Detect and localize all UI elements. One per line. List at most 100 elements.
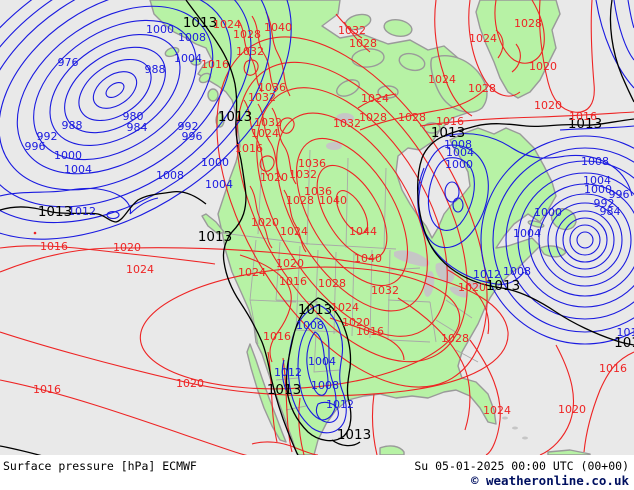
isobar-label: 1036 <box>298 157 326 170</box>
labrador-1016 <box>419 111 634 127</box>
atlantic-ring <box>547 202 623 278</box>
isobar-label: 1013 <box>337 427 371 443</box>
isobar-label: 1008 <box>503 265 531 278</box>
isobar-label: 1013 <box>198 229 232 245</box>
parameter-title: Surface pressure [hPa] ECMWF <box>3 459 197 473</box>
isobar-1004 <box>0 0 252 208</box>
isobar-label: 1040 <box>319 194 347 207</box>
isobar-1000 <box>0 0 232 191</box>
isobar-label: 1020 <box>529 60 557 73</box>
atlantic-ring <box>555 210 615 270</box>
isobar-label: 1016 <box>201 58 229 71</box>
isobar-label: 1004 <box>64 163 92 176</box>
isobar-label: 1020 <box>558 403 586 416</box>
isobar-label: 1024 <box>251 127 279 140</box>
mainland-north-america <box>149 0 557 455</box>
isobar-label: 1016 <box>356 325 384 338</box>
small-1012-oval <box>106 210 120 220</box>
isobar-1044 <box>335 190 369 234</box>
isobar-label: 1012 <box>274 366 302 379</box>
southeast-1024 <box>469 339 501 455</box>
isobar-label: 1040 <box>264 21 292 34</box>
isobar-label: 1004 <box>583 174 611 187</box>
isobar-label: 1016 <box>40 240 68 253</box>
isobar-label: 1013 <box>486 278 520 294</box>
hudson-1008-north <box>445 133 633 197</box>
isobar-label: 1032 <box>333 117 361 130</box>
isobar-label: 1028 <box>398 111 426 124</box>
isobar-label: 1024 <box>238 266 266 279</box>
isobar-label: 1008 <box>311 379 339 392</box>
isobar-label: 1020 <box>251 216 279 229</box>
trough-east-1016 <box>329 317 405 361</box>
arctic-1028-arc <box>359 89 485 131</box>
alaska-island <box>207 88 219 102</box>
atlantic-ring <box>492 147 634 333</box>
isobar-label: 1020 <box>458 281 486 294</box>
isobar-label: 1032 <box>236 45 264 58</box>
isobar-label: 1013 <box>183 15 217 31</box>
isobar-label: 1016 <box>263 330 291 343</box>
isobar-label: 1020 <box>342 316 370 329</box>
greenland-1028 <box>494 0 545 64</box>
pressure-map-area: 976 1000 1008 1004 988 980 984 988 992 992 996 996 1… <box>0 0 634 455</box>
isobar-label: 1000 <box>54 149 82 162</box>
isobar-988 <box>49 33 181 147</box>
isobar-high-contours <box>0 0 634 455</box>
greenland <box>475 0 561 99</box>
isobar-label: 1004 <box>308 355 336 368</box>
isobar-label: 1020 <box>276 257 304 270</box>
isobar-label: 1020 <box>260 171 288 184</box>
isobar-label: 976 <box>58 56 79 69</box>
ref-1013-gulf-bits <box>331 439 361 447</box>
isobar-label: 1008 <box>444 138 472 151</box>
bahamas-shoal <box>502 416 508 420</box>
isobar-label: 1028 <box>318 277 346 290</box>
isobar-label: 1012 <box>473 268 501 281</box>
isobar-label: 1024 <box>213 18 241 31</box>
isobar-label: 101 <box>617 326 634 339</box>
southeast-1028 <box>397 297 471 431</box>
hudson-low-inner <box>452 197 464 213</box>
isobar-label: 1024 <box>126 263 154 276</box>
isobar-label: 1036 <box>258 81 286 94</box>
isobar-label: 1016 <box>599 362 627 375</box>
atlantic-low <box>480 135 634 345</box>
isobar-label: 1020 <box>176 377 204 390</box>
pacific-low <box>0 0 292 240</box>
atlantic-ring <box>480 135 634 345</box>
isobar-1024 <box>236 61 468 363</box>
red-dot <box>33 231 37 235</box>
isobar-label: 1013 <box>568 116 602 132</box>
isobar-label: 1024 <box>469 32 497 45</box>
isobar-1012 <box>0 0 292 240</box>
isobar-976-inner <box>105 81 125 99</box>
isobar-label: 1000 <box>201 156 229 169</box>
isobar-label: 1008 <box>178 31 206 44</box>
isobar-label: 1032 <box>371 284 399 297</box>
isobar-label: 1008 <box>581 155 609 168</box>
isobar-label: 101 <box>614 335 634 351</box>
isobar-label: 992 <box>37 130 58 143</box>
isobar-label: 1000 <box>445 158 473 171</box>
ref-1013-bottom-left <box>0 445 42 455</box>
copyright: © weatheronline.co.uk <box>470 473 629 488</box>
pacific-1016-lower <box>0 379 248 455</box>
texas-trough-inner <box>315 401 339 423</box>
pacific-1016-upper <box>0 245 216 265</box>
isobar-label: 988 <box>62 119 83 132</box>
isobar-label: 1016 <box>235 142 263 155</box>
isobar-label: 992 <box>594 197 615 210</box>
isobar-label: 1028 <box>359 111 387 124</box>
isobar-label: 1032 <box>248 91 276 104</box>
hudson-low-inner <box>444 181 460 203</box>
isobar-label: 1028 <box>233 28 261 41</box>
pacific-1012-wave <box>0 187 159 215</box>
isobar-label: 1028 <box>468 82 496 95</box>
isobar-label: 984 <box>127 121 148 134</box>
pacific-high-1024 <box>139 266 461 390</box>
isobar-low-contours <box>0 0 634 434</box>
isobar-label: 1024 <box>280 225 308 238</box>
isobar-980 <box>78 58 152 122</box>
